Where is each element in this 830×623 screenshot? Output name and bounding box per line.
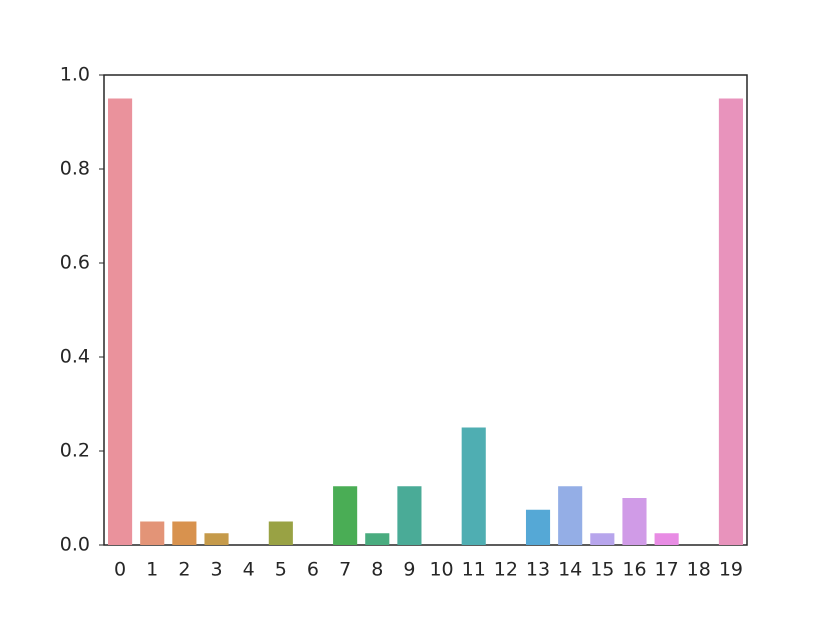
y-tick-label: 1.0 — [60, 64, 90, 86]
x-tick-label: 2 — [178, 559, 190, 581]
bar — [172, 521, 197, 545]
bar — [525, 509, 551, 545]
bar — [461, 427, 486, 545]
x-tick-label: 18 — [687, 559, 711, 581]
x-tick-label: 8 — [371, 559, 383, 581]
x-tick-label: 1 — [146, 559, 158, 581]
x-tick-label: 16 — [622, 559, 646, 581]
x-tick-label: 13 — [526, 559, 550, 581]
bar — [108, 98, 133, 545]
bar — [204, 533, 229, 545]
bar — [558, 486, 583, 545]
bar — [622, 498, 647, 545]
y-tick-label: 0.8 — [60, 158, 90, 180]
bar — [718, 98, 743, 545]
bar — [590, 533, 615, 545]
bar — [333, 486, 358, 545]
bar — [140, 521, 165, 545]
bar — [654, 533, 679, 545]
x-tick-label: 17 — [655, 559, 679, 581]
x-tick-label: 10 — [429, 559, 453, 581]
x-tick-label: 12 — [494, 559, 518, 581]
plot-frame — [103, 74, 748, 546]
bar — [268, 521, 293, 545]
x-tick-label: 4 — [243, 559, 255, 581]
x-tick-label: 15 — [590, 559, 614, 581]
y-tick-label: 0.6 — [60, 252, 90, 274]
y-tick-label: 0.2 — [60, 440, 90, 462]
y-tick-label: 0.0 — [60, 534, 90, 556]
y-tick-label: 0.4 — [60, 346, 90, 368]
x-tick-label: 5 — [275, 559, 287, 581]
x-tick-label: 0 — [114, 559, 126, 581]
x-tick-label: 3 — [210, 559, 222, 581]
x-tick-label: 7 — [339, 559, 351, 581]
x-tick-label: 9 — [403, 559, 415, 581]
x-tick-label: 19 — [719, 559, 743, 581]
x-tick-label: 14 — [558, 559, 582, 581]
bar — [365, 533, 390, 545]
x-tick-label: 6 — [307, 559, 319, 581]
bar — [397, 486, 422, 545]
x-tick-label: 11 — [462, 559, 486, 581]
